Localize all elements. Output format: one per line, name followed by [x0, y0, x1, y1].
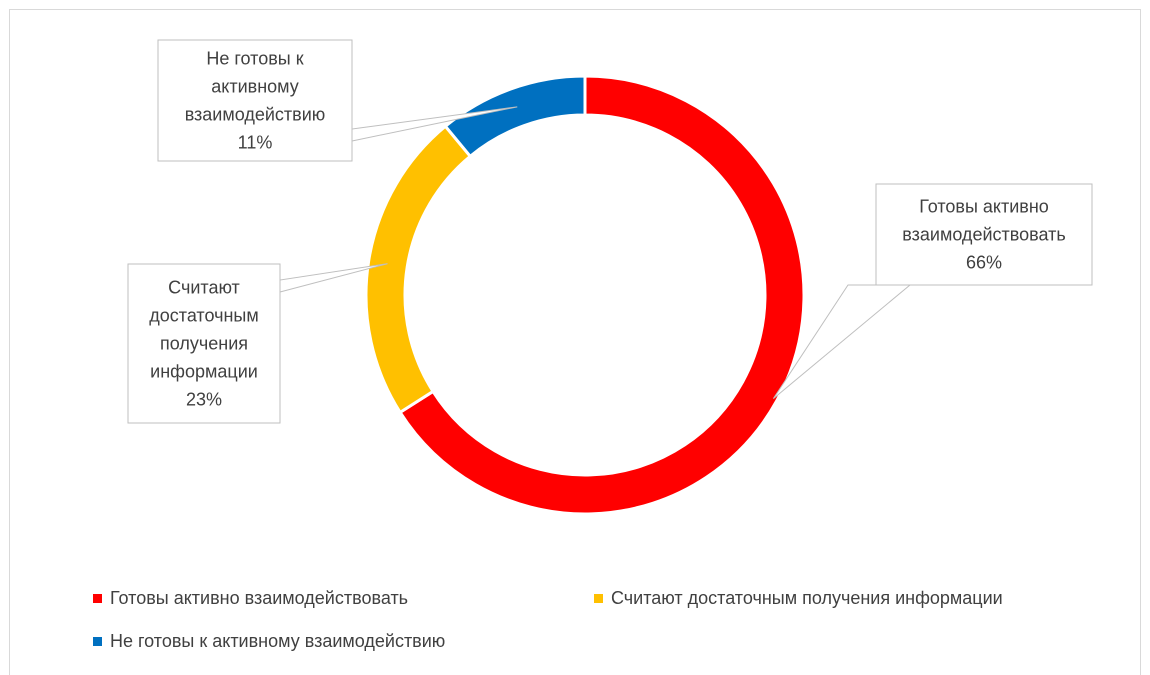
slice-2	[364, 124, 473, 415]
data-label-text: активному	[211, 77, 298, 97]
data-label-1: Готовы активно взаимодействовать 66%	[772, 183, 1093, 399]
label-box	[875, 183, 1093, 286]
label-box	[127, 263, 281, 424]
data-label-2: Считают достаточным получения информации 23%	[127, 263, 388, 424]
data-label-text: взаимодействовать	[902, 225, 1065, 245]
legend-label: Не готовы к активному взаимодействию	[110, 631, 445, 651]
label-box	[157, 39, 353, 162]
legend-label: Считают достаточным получения информации	[611, 588, 1003, 608]
data-label-text: Считают	[168, 278, 240, 298]
data-label-text: информации	[150, 362, 258, 382]
data-label-text: Готовы активно	[919, 197, 1049, 217]
legend-swatch	[594, 594, 603, 603]
legend-item-3: Не готовы к активному взаимодействию	[93, 631, 445, 651]
data-label-text: Не готовы к	[206, 49, 303, 69]
legend-label: Готовы активно взаимодействовать	[110, 588, 408, 608]
data-label-text: получения	[160, 334, 248, 354]
legend-item-1: Готовы активно взаимодействовать	[93, 588, 408, 608]
data-label-text: взаимодействию	[185, 105, 326, 125]
data-label-value: 23%	[186, 390, 222, 410]
data-label-3: Не готовы к активному взаимодействию 11%	[157, 39, 518, 162]
legend-item-2: Считают достаточным получения информации	[594, 588, 1003, 608]
legend-swatch	[93, 637, 102, 646]
doughnut-slices	[364, 74, 806, 516]
data-labels: Готовы активно взаимодействовать 66% Считаю…	[127, 39, 1093, 424]
legend: Готовы активно взаимодействовать Считают …	[93, 588, 1003, 651]
slice-1	[398, 74, 806, 516]
data-label-value: 66%	[966, 253, 1002, 273]
data-label-text: достаточным	[149, 306, 258, 326]
data-label-value: 11%	[238, 133, 273, 153]
legend-swatch	[93, 594, 102, 603]
slice-3	[443, 74, 587, 159]
